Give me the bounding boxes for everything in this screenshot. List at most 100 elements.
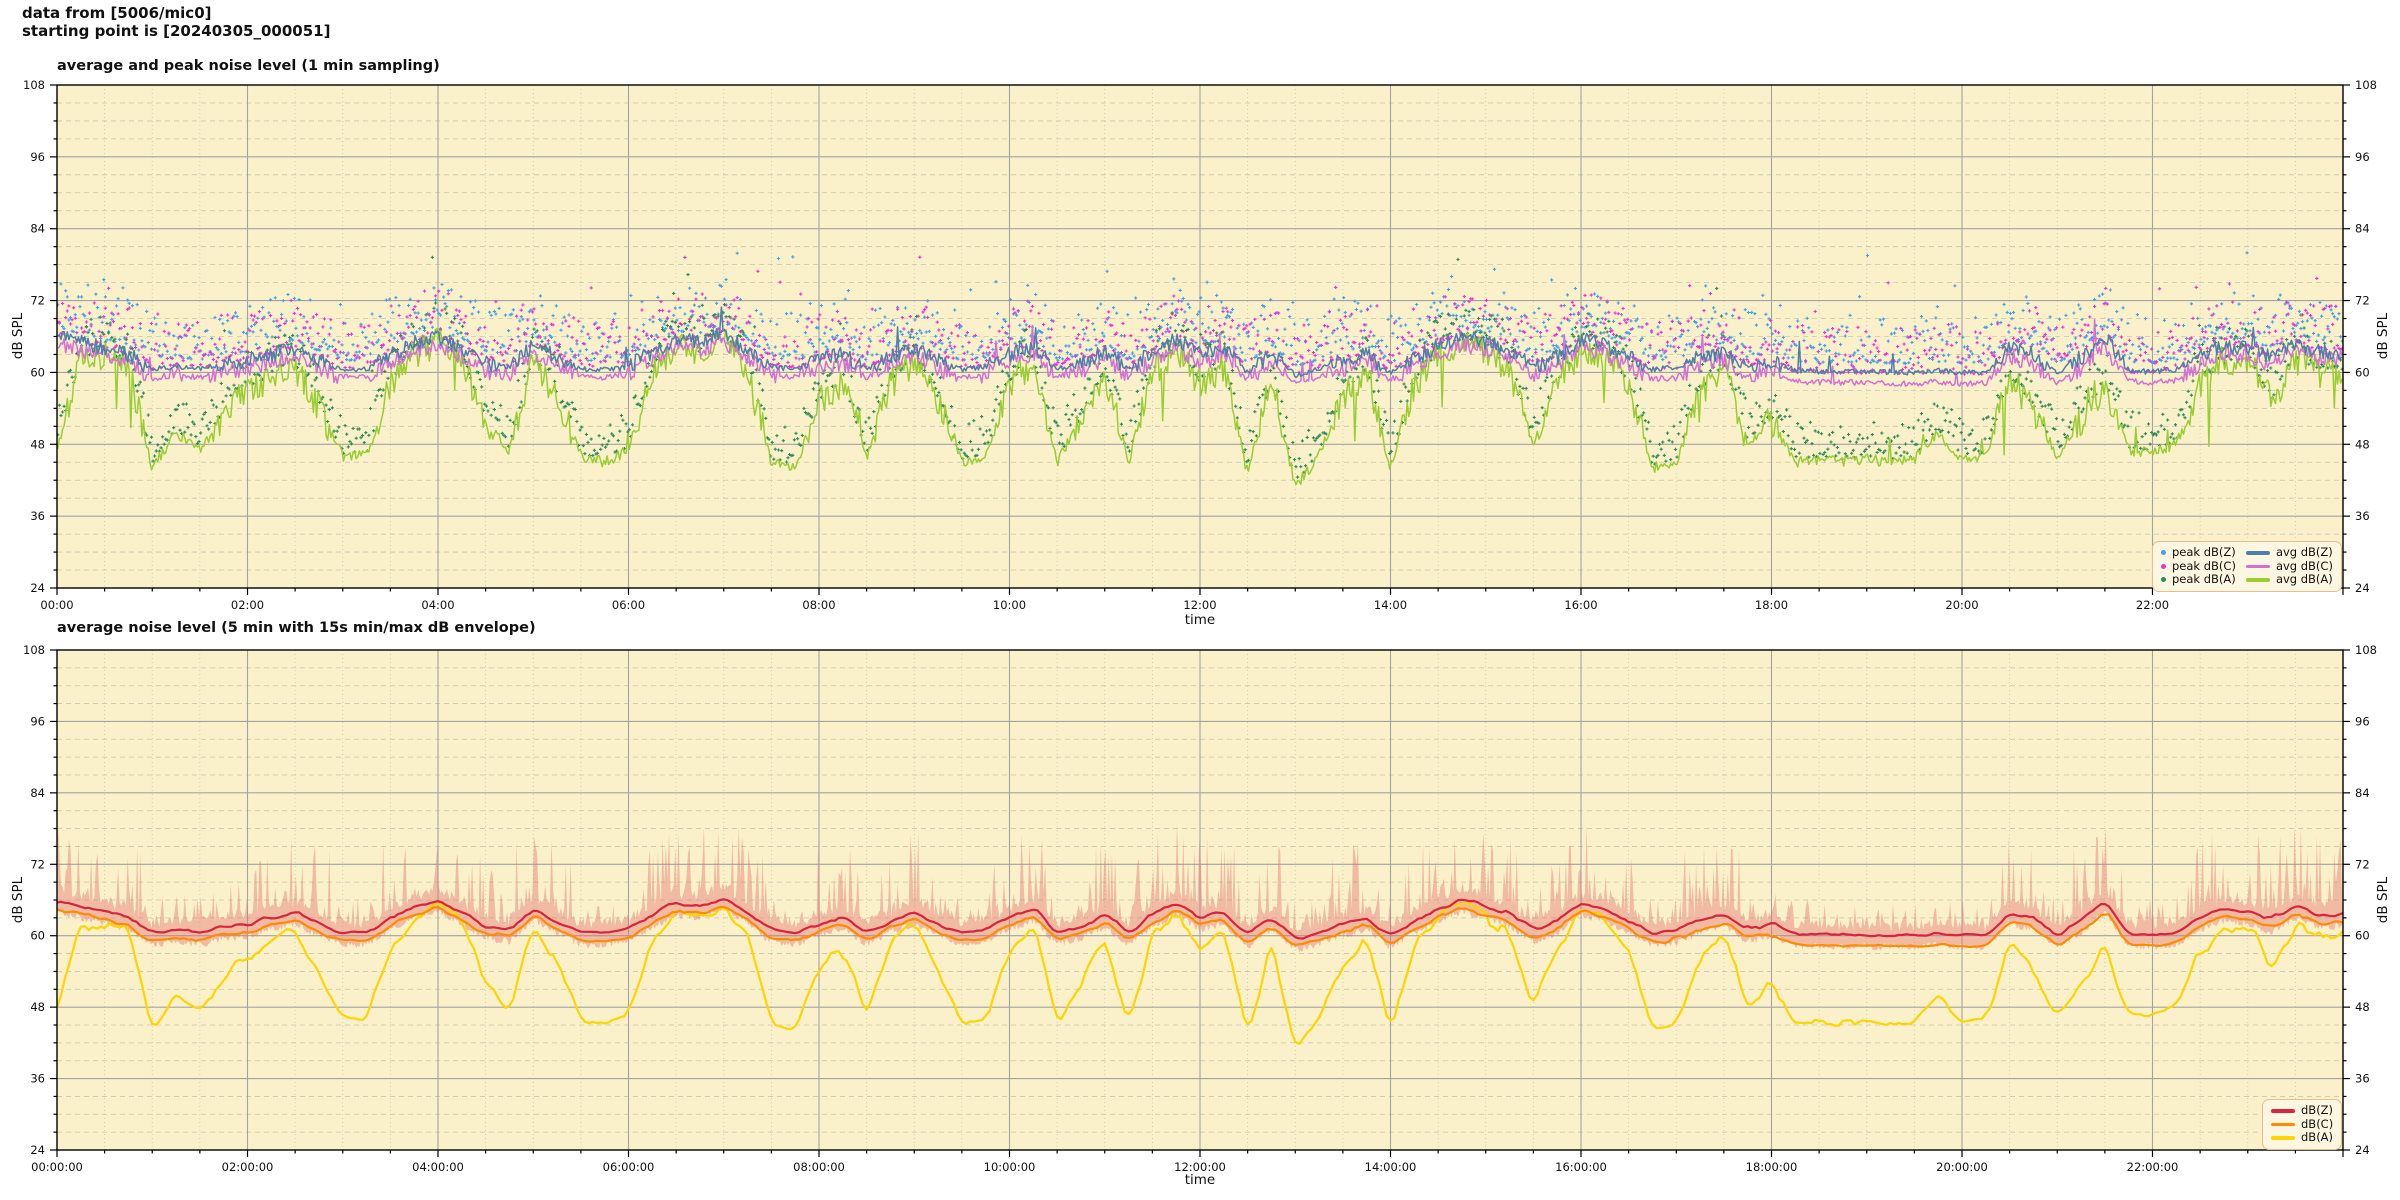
dbz-avg-line xyxy=(57,898,2343,940)
peak-dbc-scatter xyxy=(57,255,2343,376)
legend-label: peak dB(C) xyxy=(2172,558,2236,573)
series-layer xyxy=(57,251,2343,486)
x-tick-label: 22:00:00 xyxy=(2127,1160,2179,1174)
y-tick-label-right: 24 xyxy=(2355,1143,2370,1157)
top-chart: 00:00 02:00 04:00 06:00 08:00 10:00 12:00 14:00… xyxy=(23,78,2377,612)
avg-dbc-line-icon xyxy=(2245,564,2270,568)
x-tick-label: 00:00:00 xyxy=(31,1160,83,1174)
y-tick-label-left: 96 xyxy=(30,714,45,728)
y-tick-label-left: 60 xyxy=(30,365,45,379)
dba-line-icon xyxy=(2271,1136,2295,1140)
legend-peak-column: peak dB(Z) peak dB(C) peak dB(A) xyxy=(2161,545,2236,587)
top-x-axis-label: time xyxy=(1184,612,1216,628)
x-tick-label: 22:00 xyxy=(2136,598,2169,612)
legend-column: dB(Z) dB(C) dB(A) xyxy=(2271,1103,2334,1145)
y-tick-label-left: 24 xyxy=(30,581,45,595)
y-tick-label-right: 96 xyxy=(2355,150,2370,164)
bottom-chart-legend: dB(Z) dB(C) dB(A) xyxy=(2262,1099,2343,1150)
legend-item-peak-dbc: peak dB(C) xyxy=(2161,558,2236,574)
x-tick-label: 20:00:00 xyxy=(1936,1160,1988,1174)
header-source-line: data from [5006/mic0] xyxy=(22,4,212,22)
y-tick-label-left: 96 xyxy=(30,150,45,164)
y-tick-label-right: 96 xyxy=(2355,714,2370,728)
series-layer xyxy=(57,820,2343,1045)
y-tick-label-right: 48 xyxy=(2355,437,2370,451)
y-tick-label-left: 36 xyxy=(30,1072,45,1086)
legend-label: avg dB(C) xyxy=(2275,558,2333,573)
legend-label: dB(Z) xyxy=(2301,1103,2334,1117)
x-tick-label: 14:00 xyxy=(1374,598,1407,612)
x-tick-label: 02:00 xyxy=(231,598,264,612)
x-tick-label: 02:00:00 xyxy=(222,1160,274,1174)
legend-item-dbz: dB(Z) xyxy=(2271,1103,2334,1118)
peak-dbz-marker-icon xyxy=(2161,550,2166,556)
peak-dbz-scatter xyxy=(57,251,2343,367)
legend-label: peak dB(Z) xyxy=(2172,545,2236,559)
bottom-y-axis-label-right: dB SPL xyxy=(2375,876,2391,924)
x-tick-label: 06:00:00 xyxy=(603,1160,655,1174)
dba-avg-line xyxy=(57,901,2343,1045)
y-tick-label-right: 48 xyxy=(2355,1000,2370,1014)
x-tick-label: 04:00 xyxy=(421,598,454,612)
y-tick-label-right: 36 xyxy=(2355,509,2370,523)
grid xyxy=(57,650,2343,1150)
dbz-line-icon xyxy=(2271,1109,2295,1113)
x-tick-label: 12:00 xyxy=(1183,598,1216,612)
y-tick-label-right: 108 xyxy=(2355,643,2377,657)
x-tick-label: 20:00 xyxy=(1945,598,1978,612)
top-y-axis-label-left: dB SPL xyxy=(10,312,26,360)
x-tick-label: 08:00 xyxy=(802,598,835,612)
avg-dba-line xyxy=(57,327,2343,486)
y-tick-label-right: 60 xyxy=(2355,365,2370,379)
tick-marks xyxy=(50,649,2350,1157)
legend-item-avg-dba: avg dB(A) xyxy=(2245,572,2333,587)
legend-label: avg dB(A) xyxy=(2275,572,2333,586)
x-tick-label: 18:00:00 xyxy=(1746,1160,1798,1174)
legend-item-peak-dbz: peak dB(Z) xyxy=(2161,545,2236,560)
y-tick-label-left: 84 xyxy=(30,222,45,236)
y-tick-label-right: 84 xyxy=(2355,222,2370,236)
avg-dbz-line xyxy=(57,306,2343,379)
y-tick-label-left: 108 xyxy=(23,643,45,657)
tick-marks xyxy=(50,84,2350,595)
y-tick-label-right: 72 xyxy=(2355,294,2370,308)
y-tick-label-left: 48 xyxy=(30,1000,45,1014)
y-tick-label-right: 24 xyxy=(2355,581,2370,595)
avg-dbz-line-icon xyxy=(2245,551,2270,555)
top-y-axis-label-right: dB SPL xyxy=(2375,312,2391,360)
avg-dba-line-icon xyxy=(2245,578,2270,582)
legend-item-avg-dbz: avg dB(Z) xyxy=(2245,545,2333,560)
y-tick-label-left: 48 xyxy=(30,437,45,451)
x-tick-label: 14:00:00 xyxy=(1365,1160,1417,1174)
tick-labels: 00:00 02:00 04:00 06:00 08:00 10:00 12:00 14:00… xyxy=(23,78,2377,612)
bottom-chart-title: average noise level (5 min with 15s min/… xyxy=(57,620,536,636)
x-tick-label: 00:00 xyxy=(40,598,73,612)
y-tick-label-left: 84 xyxy=(30,786,45,800)
dbc-line-icon xyxy=(2271,1122,2295,1126)
legend-label: avg dB(Z) xyxy=(2275,545,2333,559)
y-tick-label-right: 60 xyxy=(2355,929,2370,943)
legend-label: peak dB(A) xyxy=(2172,572,2236,586)
tick-labels: 00:00:00 02:00:00 04:00:00 06:00:00 08:00:00… xyxy=(23,643,2377,1174)
peak-dbc-marker-icon xyxy=(2161,563,2166,569)
x-tick-label: 04:00:00 xyxy=(412,1160,464,1174)
top-chart-title: average and peak noise level (1 min samp… xyxy=(57,58,440,74)
x-tick-label: 18:00 xyxy=(1755,598,1788,612)
top-chart-legend: peak dB(Z) peak dB(C) peak dB(A) avg dB(… xyxy=(2152,541,2342,592)
y-tick-label-left: 60 xyxy=(30,929,45,943)
x-tick-label: 10:00 xyxy=(993,598,1026,612)
legend-item-dbc: dB(C) xyxy=(2271,1117,2333,1132)
minmax-envelope xyxy=(57,820,2343,953)
legend-item-avg-dbc: avg dB(C) xyxy=(2245,558,2333,574)
x-tick-label: 10:00:00 xyxy=(984,1160,1036,1174)
y-tick-label-right: 108 xyxy=(2355,78,2377,92)
y-tick-label-right: 36 xyxy=(2355,1072,2370,1086)
x-tick-label: 12:00:00 xyxy=(1174,1160,1226,1174)
legend-item-peak-dba: peak dB(A) xyxy=(2161,572,2236,587)
legend-item-dba: dB(A) xyxy=(2271,1130,2333,1145)
bottom-x-axis-label: time xyxy=(1184,1172,1216,1188)
header-starting-line: starting point is [20240305_000051] xyxy=(22,22,331,40)
y-tick-label-left: 72 xyxy=(30,857,45,871)
